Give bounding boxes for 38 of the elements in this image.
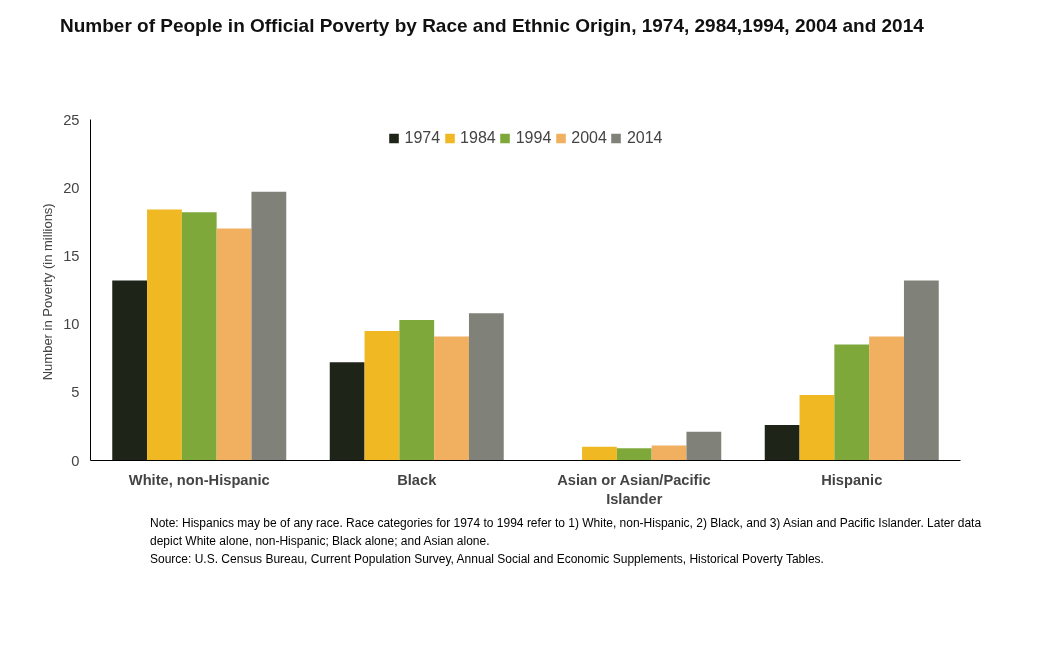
y-tick-label: 5 [71,384,80,401]
text: Note: Hispanics may be of any race. Race categories for 1974 to 1994 refer to 1) White, non-Hispanic, 2) Black, and 3) Asian and Pacific Islander. Later data depict White alone, non-Hispanic; Black alone; and Asian alone. [150,516,982,548]
bar [329,362,365,461]
x-tick-label: White, non-Hispanic [128,471,270,488]
bar [112,280,148,461]
source-note: Source: U.S. Census Bureau, Current Population Survey, Annual Social and Economic Supplements, Historical Poverty Tables. [150,552,824,566]
y-tick-label: 10 [63,316,80,333]
legend-label: 2004 [571,129,607,147]
bar [903,280,939,461]
x-tick-label: Black [397,471,438,488]
legend-label: 1994 [515,129,552,147]
legend-label: 2014 [626,129,663,147]
bar [181,212,217,461]
y-tick-label: 20 [63,179,80,196]
bar [616,448,652,461]
chart-title: Number of People in Official Poverty by Race and Ethnic Origin, 1974, 2984,1994, 2004 and 2014 [60,14,924,38]
bar [651,445,687,461]
bar [147,209,182,461]
bar [364,330,400,461]
bar [764,425,800,461]
bar [869,336,904,461]
y-axis-title: Number in Poverty (in millions) [40,203,56,381]
bar [686,431,722,461]
bar [468,313,504,461]
bar [582,446,617,461]
legend-label: 1974 [404,129,441,147]
y-tick-label: 15 [63,247,80,264]
y-tick-label: 0 [71,452,80,469]
bar [216,228,252,461]
legend-label: 1984 [460,129,496,147]
bar [251,191,287,461]
y-tick-label: 25 [63,111,80,128]
bar [434,336,469,461]
x-tick-label: Asian or Asian/Pacific Islander [557,471,711,507]
bar [399,320,435,461]
x-tick-label: Hispanic [821,471,883,488]
bar [834,344,870,461]
bar [799,395,835,461]
